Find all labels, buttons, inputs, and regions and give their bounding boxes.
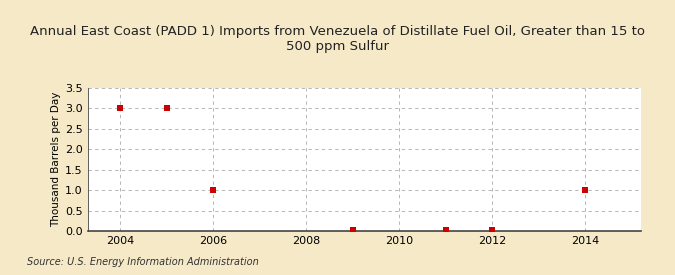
Point	[208, 188, 219, 192]
Text: Annual East Coast (PADD 1) Imports from Venezuela of Distillate Fuel Oil, Greate: Annual East Coast (PADD 1) Imports from …	[30, 25, 645, 53]
Point	[580, 188, 591, 192]
Point	[115, 106, 126, 111]
Point	[348, 228, 358, 232]
Point	[161, 106, 172, 111]
Point	[441, 228, 452, 232]
Point	[487, 228, 497, 232]
Y-axis label: Thousand Barrels per Day: Thousand Barrels per Day	[51, 92, 61, 227]
Text: Source: U.S. Energy Information Administration: Source: U.S. Energy Information Administ…	[27, 257, 259, 267]
